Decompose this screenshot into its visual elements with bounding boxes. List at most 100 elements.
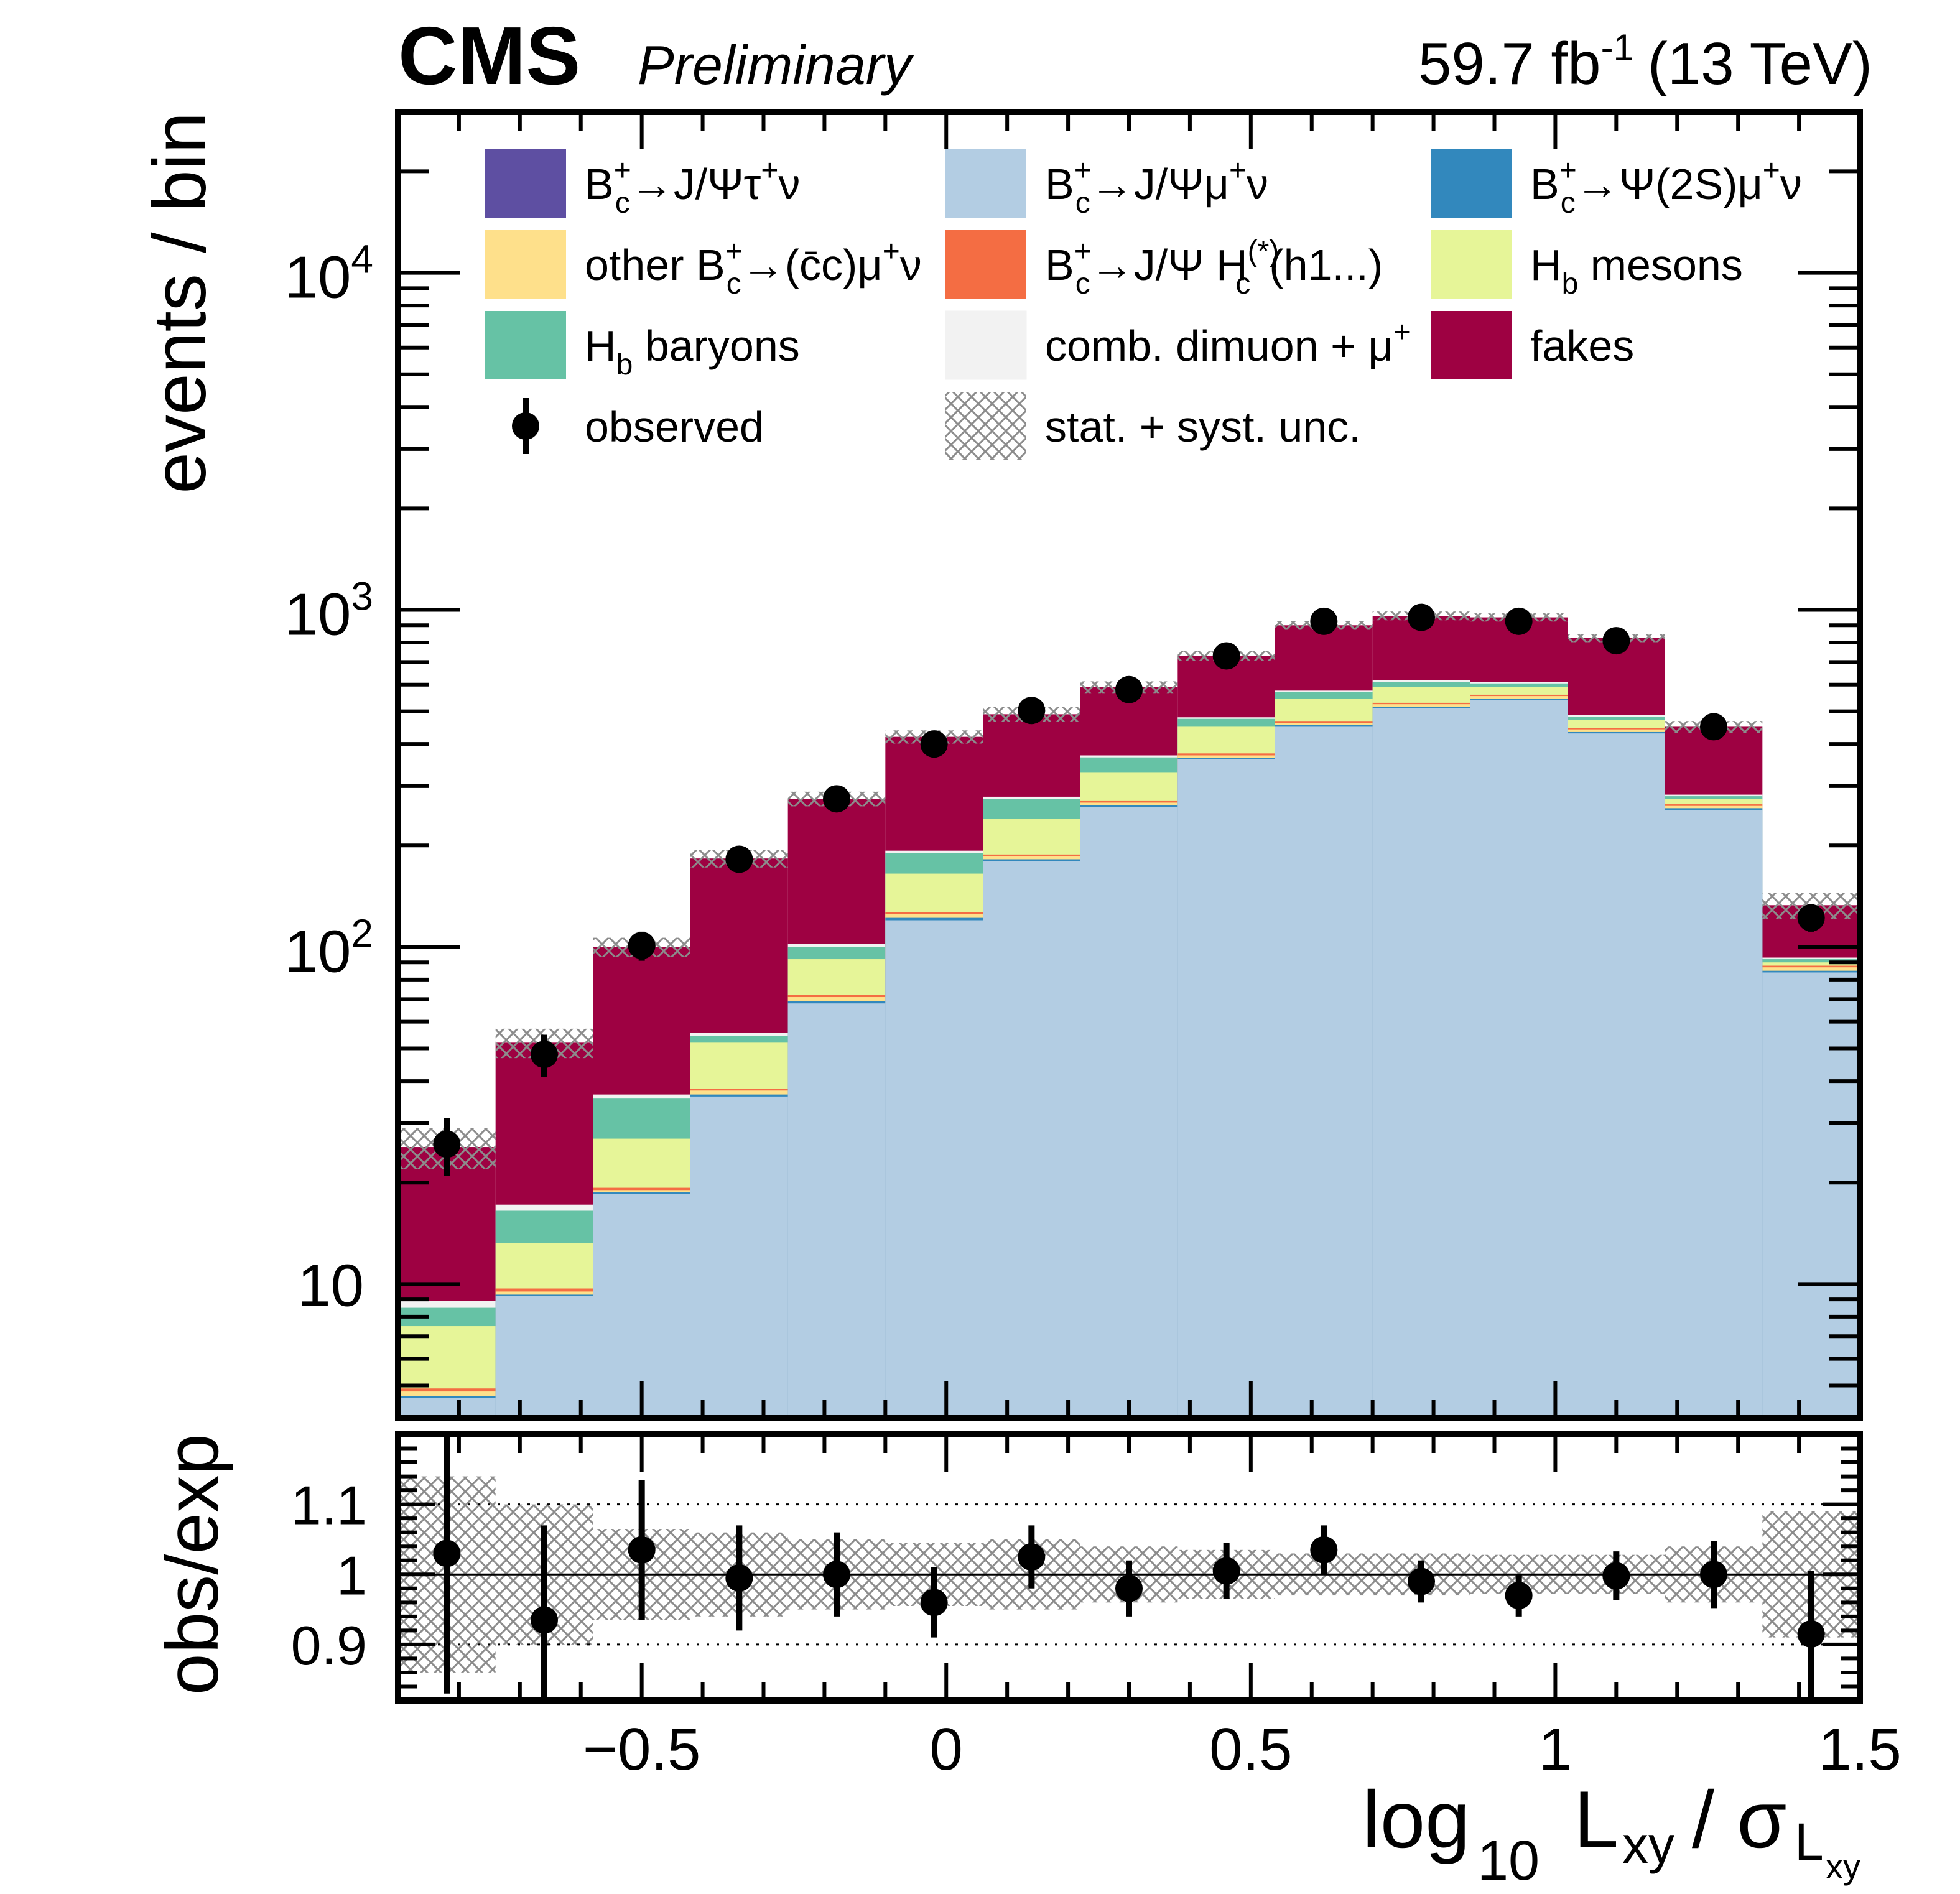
bar-mu bbox=[885, 920, 983, 1418]
legend-text: H bbox=[585, 322, 616, 370]
legend-sub: c bbox=[727, 267, 741, 300]
status-label: Preliminary bbox=[638, 34, 914, 96]
x-title-L-sub: xy bbox=[1622, 1816, 1674, 1874]
ratio-y-tick-label: 0.9 bbox=[291, 1615, 367, 1676]
observed-point bbox=[920, 730, 948, 758]
lumi-exponent: -1 bbox=[1601, 27, 1634, 68]
x-tick-label: 0 bbox=[930, 1716, 963, 1783]
legend-label: fakes bbox=[1530, 322, 1634, 370]
observed-point bbox=[823, 785, 850, 813]
bar-mu bbox=[1665, 810, 1763, 1418]
bar-mu bbox=[1177, 759, 1275, 1418]
ratio-point bbox=[725, 1564, 753, 1592]
observed-point bbox=[628, 932, 656, 960]
legend-swatch bbox=[945, 230, 1026, 299]
svg-text:59.7 fb-1(13 TeV): 59.7 fb-1 (13 TeV) bbox=[1418, 27, 1872, 97]
legend-sup: (*) bbox=[1248, 235, 1280, 268]
y-tick-exponent: 4 bbox=[351, 237, 373, 282]
legend-entry-hbmes: Hb mesons bbox=[1431, 230, 1743, 300]
energy-label: (13 TeV) bbox=[1648, 30, 1872, 97]
legend-text: B bbox=[1045, 241, 1074, 289]
observed-point bbox=[1310, 607, 1338, 635]
stacked-histogram bbox=[398, 616, 1860, 1418]
legend-swatch bbox=[1431, 230, 1512, 299]
legend-sup: + bbox=[725, 235, 743, 268]
lumi-value: 59.7 fb bbox=[1418, 30, 1601, 97]
ratio-point bbox=[1797, 1620, 1825, 1648]
ratio-point bbox=[920, 1589, 948, 1617]
legend-label: B+ c→Ψ(2S)μ+ν bbox=[1530, 154, 1802, 220]
ratio-point bbox=[433, 1539, 461, 1567]
legend-sub: c bbox=[1075, 187, 1090, 220]
bar-mu bbox=[593, 1194, 690, 1418]
legend-marker bbox=[512, 412, 539, 440]
legend-swatch bbox=[485, 230, 566, 299]
legend-text: other B bbox=[585, 241, 725, 289]
legend-sup: + bbox=[1393, 316, 1411, 349]
legend-text: →J/Ψ H bbox=[1090, 241, 1248, 289]
legend-sub: b bbox=[616, 348, 633, 381]
y-tick-exponent: 2 bbox=[351, 911, 373, 955]
svg-text:log: log bbox=[1362, 1774, 1470, 1865]
axis-ticks bbox=[396, 110, 1862, 1702]
y-tick-label: 104 bbox=[285, 237, 373, 311]
x-title-sigma-subsub: xy bbox=[1826, 1847, 1860, 1886]
bar-mu bbox=[1470, 700, 1568, 1418]
ratio-points bbox=[433, 1434, 1825, 1701]
legend-entry-hbbar: Hb baryons bbox=[485, 311, 800, 381]
ratio-point bbox=[823, 1561, 850, 1589]
legend-label: Hb mesons bbox=[1530, 241, 1743, 300]
observed-point bbox=[1212, 642, 1240, 670]
ratio-point bbox=[531, 1606, 558, 1634]
y-tick-label: 10 bbox=[297, 1252, 364, 1319]
y-tick-base: 10 bbox=[285, 581, 351, 648]
y-tick-exponent: 3 bbox=[351, 573, 373, 618]
bar-mu bbox=[1372, 708, 1470, 1418]
legend-sup: + bbox=[614, 154, 631, 187]
x-axis-title: log 10 L xy / σ L xy bbox=[1362, 1774, 1860, 1892]
y-axis-title: events / bin bbox=[138, 112, 221, 494]
ratio-point bbox=[1212, 1557, 1240, 1585]
legend-sub: c bbox=[1561, 187, 1576, 220]
observed-point bbox=[433, 1130, 461, 1158]
legend-swatch bbox=[485, 311, 566, 379]
legend-label: stat. + syst. unc. bbox=[1045, 402, 1361, 451]
ratio-axis-title: obs/exp bbox=[151, 1434, 234, 1695]
legend-text: baryons bbox=[633, 322, 799, 370]
ratio-point bbox=[1408, 1567, 1435, 1595]
legend-sub: b bbox=[1562, 267, 1579, 300]
legend-sup: + bbox=[1559, 154, 1577, 187]
legend-entry-tau: B+ c→J/Ψτ+ν bbox=[485, 149, 800, 220]
observed-point bbox=[1602, 627, 1630, 655]
bar-mu bbox=[1762, 972, 1860, 1418]
legend-entry-obs: observed bbox=[512, 398, 764, 454]
x-tick-label: 1 bbox=[1539, 1716, 1572, 1783]
legend-text: →J/Ψμ bbox=[1090, 160, 1229, 208]
legend-text: ν bbox=[1247, 160, 1268, 208]
legend-text: comb. dimuon + μ bbox=[1045, 322, 1393, 370]
legend-sub: c bbox=[1235, 267, 1250, 300]
legend-swatch bbox=[1431, 149, 1512, 218]
lumi-label: 59.7 fb-1 (13 TeV) bbox=[1418, 27, 1872, 97]
observed-points bbox=[433, 603, 1825, 1176]
ratio-point bbox=[1115, 1574, 1143, 1602]
experiment-label: CMS bbox=[398, 10, 580, 101]
x-tick-label: −0.5 bbox=[583, 1716, 701, 1783]
x-title-sigma-sub: L bbox=[1795, 1813, 1824, 1871]
ratio-y-tick-label: 1 bbox=[337, 1544, 367, 1606]
ratio-point bbox=[1018, 1543, 1046, 1571]
bar-mu bbox=[787, 1003, 886, 1418]
legend-sup: + bbox=[1229, 154, 1247, 187]
ratio-y-tick-label: 1.1 bbox=[291, 1475, 367, 1536]
legend-text: B bbox=[585, 160, 614, 208]
legend-text: stat. + syst. unc. bbox=[1045, 402, 1361, 451]
observed-point bbox=[1408, 603, 1435, 631]
legend-entry-comb: comb. dimuon + μ+ bbox=[945, 310, 1411, 380]
legend-text: ν bbox=[778, 160, 800, 208]
bar-mu bbox=[1568, 733, 1665, 1418]
legend-text: B bbox=[1530, 160, 1559, 208]
